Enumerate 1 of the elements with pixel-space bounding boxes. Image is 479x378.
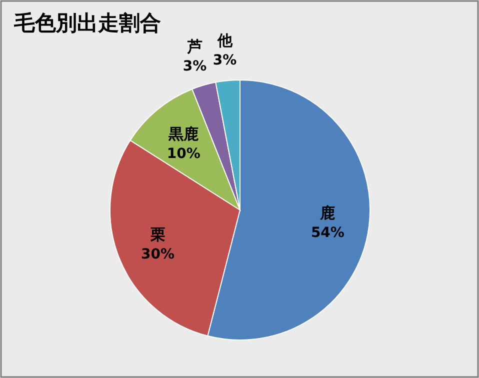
title: 毛色別出走割合	[14, 11, 161, 35]
